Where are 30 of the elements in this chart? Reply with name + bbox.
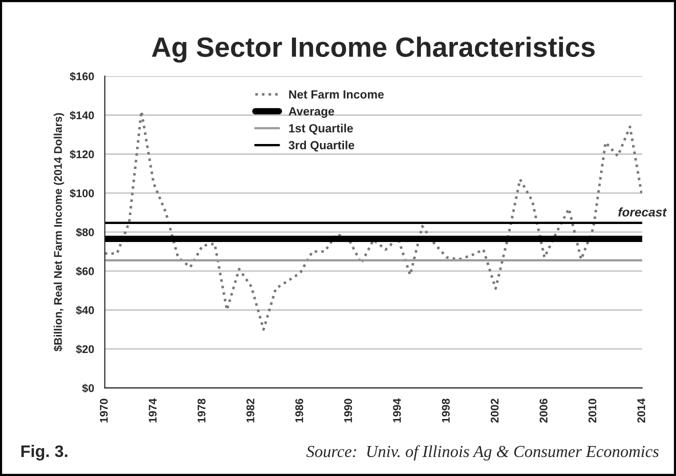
x-tick-label: 2010 xyxy=(588,398,596,423)
x-tick-label: 1986 xyxy=(295,398,304,422)
x-tick-label: 1974 xyxy=(148,398,157,422)
y-tick-label: $20 xyxy=(76,344,94,354)
x-tick-label: 1998 xyxy=(442,398,450,422)
x-tick-label: 2002 xyxy=(490,398,499,423)
x-tick-label: 1978 xyxy=(198,398,206,422)
legend-label: 3rd Quartile xyxy=(288,140,354,152)
y-tick-label: $120 xyxy=(70,150,94,159)
y-tick-label: $100 xyxy=(70,188,94,198)
y-tick-label: $140 xyxy=(70,110,94,120)
x-tick-label: 1982 xyxy=(246,398,254,422)
legend-label: Average xyxy=(288,107,334,118)
y-tick-label: $0 xyxy=(82,384,94,393)
y-tick-label: $60 xyxy=(76,266,94,276)
y-axis-title: $Billion, Real Net Farm Income (2014 Dollars) xyxy=(54,113,64,352)
legend-label: Net Farm Income xyxy=(289,90,384,99)
legend-label: 1st Quartile xyxy=(289,124,353,135)
chart-title: Ag Sector Income Characteristics xyxy=(152,36,595,63)
caption: Fig. 3. xyxy=(21,444,68,460)
annotation: forecast xyxy=(618,207,667,217)
y-tick-label: $160 xyxy=(70,72,94,82)
x-tick-label: 2014 xyxy=(637,398,646,423)
y-tick-label: $40 xyxy=(76,306,94,315)
y-tick-label: $80 xyxy=(76,228,94,237)
x-tick-label: 1990 xyxy=(344,398,352,422)
x-tick-label: 2006 xyxy=(540,398,548,423)
x-tick-label: 1970 xyxy=(100,398,108,422)
source-note: Source: Univ. of Illinois Ag & Consumer Economics xyxy=(306,445,659,461)
x-tick-label: 1994 xyxy=(393,398,401,422)
